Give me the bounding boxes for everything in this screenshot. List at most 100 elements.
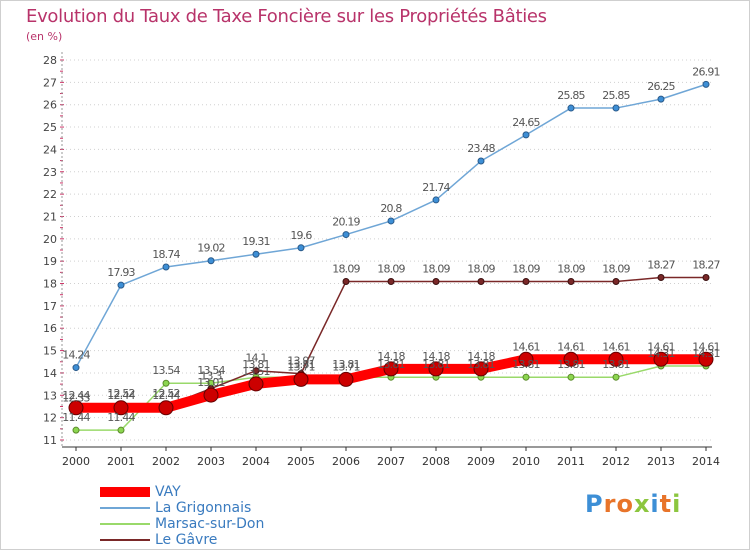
y-tick-label: 28 (43, 54, 57, 67)
data-label: 18.09 (557, 263, 585, 276)
data-label: 13.81 (602, 358, 630, 371)
logo-letter: t (659, 490, 673, 518)
y-tick-label: 11 (43, 434, 57, 447)
data-label: 18.09 (332, 263, 360, 276)
data-point (113, 400, 129, 416)
data-label: 14.1 (245, 352, 266, 365)
y-tick-label: 13 (43, 389, 57, 402)
x-tick-label: 2000 (62, 455, 90, 468)
data-point (248, 376, 264, 392)
data-label: 12.44 (107, 389, 135, 402)
data-point (117, 426, 125, 434)
x-tick-label: 2013 (647, 455, 675, 468)
data-label: 13.81 (422, 358, 450, 371)
data-label: 26.25 (647, 80, 675, 93)
data-label: 11.44 (107, 411, 135, 424)
data-label: 13.54 (197, 364, 225, 377)
data-point (432, 278, 440, 286)
data-label: 18.09 (422, 263, 450, 276)
data-label: 14.31 (647, 347, 675, 360)
data-point (387, 278, 395, 286)
data-point (297, 244, 305, 252)
data-label: 26.91 (692, 65, 720, 78)
data-label: 13.81 (332, 358, 360, 371)
data-point (518, 351, 534, 367)
data-label: 18.27 (647, 258, 675, 271)
legend-label: VAY (155, 484, 181, 500)
data-point (612, 104, 620, 112)
data-label: 20.19 (332, 216, 360, 229)
logo-letter: r (603, 490, 617, 518)
data-point (612, 373, 620, 381)
y-tick-label: 15 (43, 345, 57, 358)
y-tick-label: 19 (43, 255, 57, 268)
data-point (72, 426, 80, 434)
data-point (567, 373, 575, 381)
data-point (162, 379, 170, 387)
data-label: 19.6 (290, 229, 312, 242)
x-tick-label: 2001 (107, 455, 135, 468)
x-tick-label: 2005 (287, 455, 315, 468)
x-tick-label: 2014 (692, 455, 720, 468)
data-label: 13.81 (377, 358, 405, 371)
legend-swatch (100, 539, 150, 541)
y-tick-label: 17 (43, 300, 57, 313)
legend-swatch (100, 523, 150, 525)
data-label: 25.85 (602, 89, 630, 102)
x-tick-label: 2003 (197, 455, 225, 468)
data-point (203, 387, 219, 403)
data-point (252, 250, 260, 258)
data-label: 14.61 (647, 340, 675, 353)
data-point (522, 278, 530, 286)
data-point (698, 351, 714, 367)
x-tick-label: 2007 (377, 455, 405, 468)
data-label: 18.09 (602, 263, 630, 276)
data-point (702, 80, 710, 88)
data-label: 13.81 (467, 358, 495, 371)
data-point (477, 278, 485, 286)
data-point (158, 400, 174, 416)
data-label: 14.18 (422, 350, 450, 363)
data-label: 13.81 (287, 358, 315, 371)
x-tick-label: 2006 (332, 455, 360, 468)
data-label: 14.61 (602, 340, 630, 353)
logo-letter: x (633, 490, 651, 518)
data-label: 18.27 (692, 258, 720, 271)
data-point (342, 231, 350, 239)
data-label: 14.31 (692, 347, 720, 360)
data-label: 12.44 (152, 389, 180, 402)
y-tick-label: 16 (43, 322, 57, 335)
x-tick-label: 2011 (557, 455, 585, 468)
data-point (338, 371, 354, 387)
data-label: 23.48 (467, 142, 495, 155)
data-label: 20.8 (380, 202, 402, 215)
data-point (702, 273, 710, 281)
data-label: 14.61 (557, 340, 585, 353)
y-tick-label: 22 (43, 188, 57, 201)
data-label: 13.81 (512, 358, 540, 371)
x-tick-label: 2010 (512, 455, 540, 468)
data-label: 25.85 (557, 89, 585, 102)
data-point (252, 367, 260, 375)
data-label: 12.52 (107, 387, 135, 400)
data-label: 12.33 (62, 391, 90, 404)
data-label: 18.09 (377, 263, 405, 276)
x-tick-label: 2002 (152, 455, 180, 468)
data-point (117, 281, 125, 289)
chart-title: Evolution du Taux de Taxe Foncière sur l… (26, 6, 547, 27)
y-tick-label: 26 (43, 99, 57, 112)
data-point (342, 278, 350, 286)
data-label: 14.18 (377, 350, 405, 363)
y-tick-label: 14 (43, 367, 57, 380)
logo-letter: o (616, 490, 634, 518)
data-label: 13.81 (242, 358, 270, 371)
data-label: 21.74 (422, 181, 450, 194)
y-tick-label: 21 (43, 210, 57, 223)
data-point (608, 351, 624, 367)
data-point (162, 263, 170, 271)
x-tick-label: 2012 (602, 455, 630, 468)
legend-label: Marsac-sur-Don (155, 516, 265, 532)
data-label: 14.24 (62, 349, 90, 362)
